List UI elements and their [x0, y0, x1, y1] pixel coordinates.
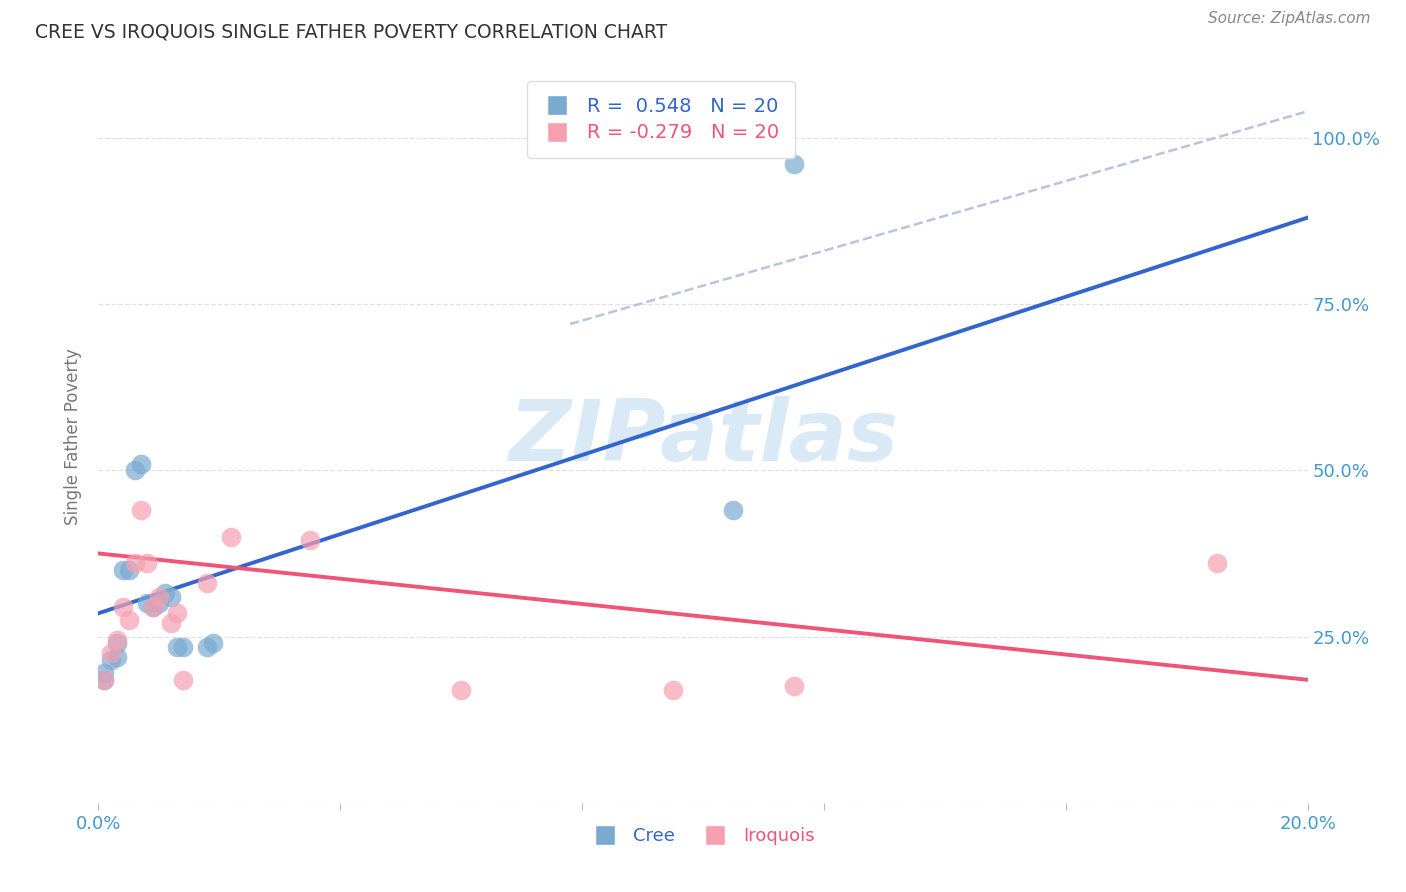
Point	[129, 457, 152, 471]
Point	[124, 463, 146, 477]
Y-axis label: Single Father Poverty: Single Father Poverty	[65, 349, 83, 525]
Point	[172, 640, 194, 654]
Point	[148, 596, 170, 610]
Text: Source: ZipAtlas.com: Source: ZipAtlas.com	[1208, 11, 1371, 26]
Point	[723, 503, 745, 517]
Point	[111, 599, 134, 614]
Point	[783, 157, 806, 171]
Point	[142, 599, 165, 614]
Point	[299, 533, 322, 548]
Point	[450, 682, 472, 697]
Point	[166, 607, 188, 621]
Point	[160, 590, 183, 604]
Point	[160, 616, 183, 631]
Point	[118, 563, 141, 577]
Legend: Cree, Iroquois: Cree, Iroquois	[583, 820, 823, 852]
Point	[153, 586, 176, 600]
Text: ZIPatlas: ZIPatlas	[508, 395, 898, 479]
Point	[118, 613, 141, 627]
Point	[142, 599, 165, 614]
Point	[135, 596, 157, 610]
Point	[202, 636, 225, 650]
Point	[93, 666, 115, 681]
Point	[1206, 557, 1229, 571]
Point	[93, 673, 115, 687]
Point	[111, 563, 134, 577]
Point	[124, 557, 146, 571]
Point	[100, 646, 122, 660]
Point	[105, 649, 128, 664]
Point	[135, 557, 157, 571]
Point	[221, 530, 243, 544]
Point	[93, 673, 115, 687]
Point	[172, 673, 194, 687]
Point	[783, 680, 806, 694]
Point	[195, 640, 218, 654]
Point	[195, 576, 218, 591]
Point	[129, 503, 152, 517]
Point	[662, 682, 685, 697]
Point	[166, 640, 188, 654]
Point	[100, 653, 122, 667]
Point	[148, 590, 170, 604]
Point	[105, 636, 128, 650]
Text: CREE VS IROQUOIS SINGLE FATHER POVERTY CORRELATION CHART: CREE VS IROQUOIS SINGLE FATHER POVERTY C…	[35, 22, 668, 41]
Point	[105, 632, 128, 647]
